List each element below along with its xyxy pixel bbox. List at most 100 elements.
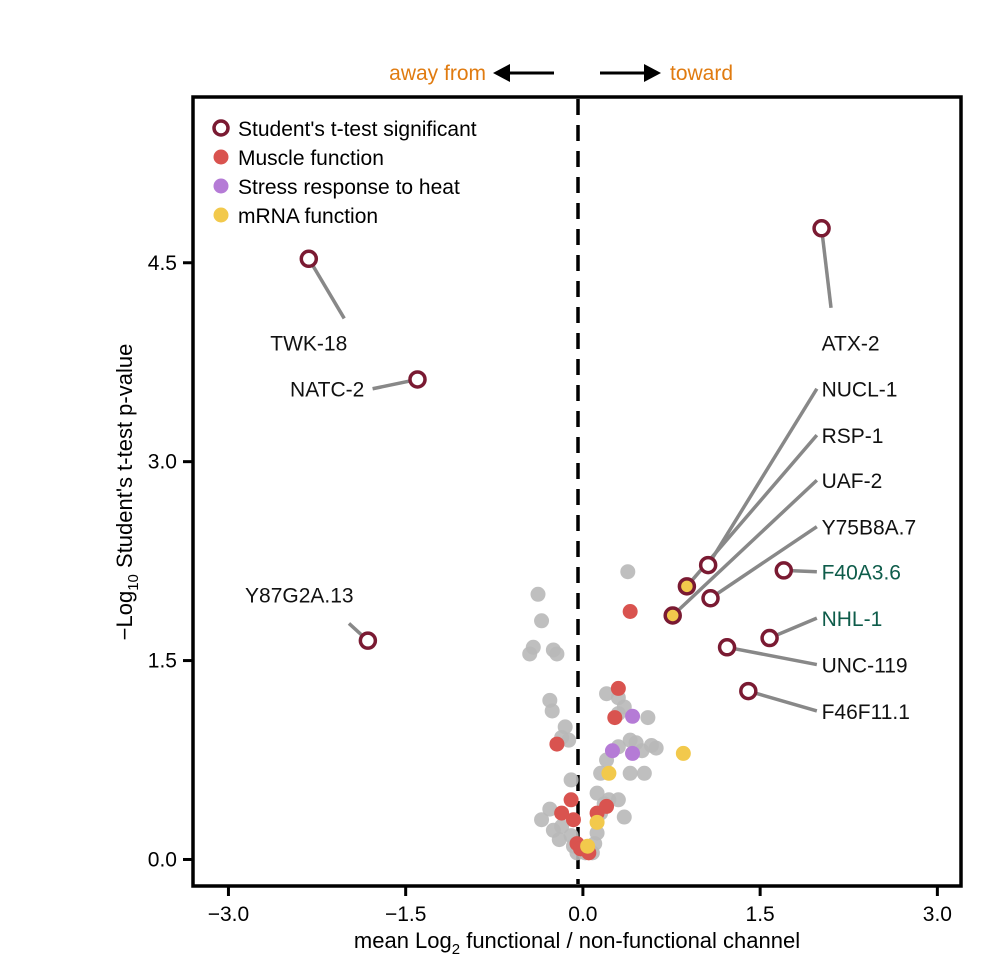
data-point-significant — [812, 219, 831, 238]
data-point-nonsignificant — [554, 818, 570, 834]
toward-label: toward — [670, 62, 733, 85]
data-point-muscle — [563, 792, 579, 808]
data-point-nonsignificant — [534, 613, 550, 629]
legend-label: mRNA function — [238, 205, 378, 228]
legend-marker-mrna — [213, 207, 229, 223]
data-point-mrna — [675, 745, 691, 761]
x-axis: −3.0 −1.5 0.0 1.5 3.0 — [208, 886, 952, 926]
leader-line — [706, 387, 819, 567]
data-point-nonsignificant — [616, 809, 632, 825]
y-axis-title: −Log10 Student's t-test p-value — [112, 344, 142, 641]
away-from-label: away from — [389, 62, 486, 85]
leader-line — [671, 478, 819, 617]
x-tick-label: 1.5 — [746, 903, 775, 926]
data-point-nonsignificant — [544, 703, 560, 719]
data-point-nonsignificant — [640, 710, 656, 726]
legend-marker-muscle — [213, 149, 229, 165]
data-point-significant — [774, 561, 794, 580]
y-axis: 0.0 1.5 3.0 4.5 — [148, 252, 193, 871]
legend-label: Muscle function — [238, 147, 384, 170]
protein-label: NHL-1 — [822, 608, 883, 631]
leader-line — [747, 689, 818, 713]
data-point-significant — [358, 631, 378, 650]
x-tick-label: 3.0 — [923, 903, 952, 926]
leader-line — [726, 645, 818, 667]
data-point-nonsignificant — [599, 686, 615, 702]
data-point-nonsignificant — [589, 785, 605, 801]
y-tick-label: 0.0 — [148, 848, 177, 871]
data-point-nonsignificant — [610, 792, 626, 808]
data-point-nonsignificant — [525, 639, 541, 655]
data-point-nonsignificant — [636, 765, 652, 781]
x-axis-title: mean Log2 functional / non-functional ch… — [354, 928, 800, 958]
data-point-mrna — [601, 765, 617, 781]
data-point-significant — [408, 370, 427, 389]
data-point-significant — [698, 555, 718, 575]
data-point-mrna — [580, 838, 596, 854]
data-point-significant — [739, 681, 758, 701]
data-point-nonsignificant — [549, 646, 565, 662]
protein-label: UNC-119 — [822, 655, 908, 678]
data-point-nonsignificant — [551, 832, 567, 848]
data-point-significant — [677, 577, 697, 596]
category-points — [549, 604, 691, 861]
significant-points — [299, 219, 831, 701]
data-point-muscle — [565, 812, 581, 828]
x-axis-title-post: functional / non-functional channel — [460, 928, 800, 953]
protein-label: ATX-2 — [822, 332, 880, 355]
data-point-stress — [604, 743, 620, 759]
data-point-nonsignificant — [534, 812, 550, 828]
x-axis-title-pre: mean Log — [354, 928, 452, 953]
leader-line — [819, 228, 833, 309]
protein-label: RSP-1 — [822, 425, 884, 448]
significant-labels: TWK-18 NATC-2 Y87G2A.13 ATX-2 NUCL-1 RSP-1 UAF… — [245, 332, 916, 724]
data-point-nonsignificant — [530, 586, 546, 602]
data-point-stress — [625, 708, 641, 724]
data-point-nonsignificant — [542, 801, 558, 817]
protein-label: UAF-2 — [822, 470, 883, 493]
plot-frame — [191, 95, 963, 888]
x-tick-label: 0.0 — [568, 903, 597, 926]
y-tick-label: 1.5 — [148, 650, 177, 673]
label-leader-lines — [307, 228, 833, 713]
data-point-muscle — [622, 604, 638, 620]
direction-annotation: away from toward — [389, 62, 733, 85]
data-point-nonsignificant — [589, 825, 605, 841]
data-point-significant — [701, 588, 720, 608]
protein-label: NUCL-1 — [822, 379, 898, 402]
data-point-significant — [299, 249, 319, 269]
right-arrow-icon — [644, 64, 661, 82]
data-point-muscle — [610, 680, 626, 696]
left-arrow-icon — [493, 64, 510, 82]
legend-label: Stress response to heat — [238, 176, 460, 199]
legend-label: Student's t-test significant — [238, 118, 477, 141]
y-tick-label: 4.5 — [148, 252, 177, 275]
data-point-nonsignificant — [620, 564, 636, 580]
protein-label: F46F11.1 — [822, 701, 910, 724]
protein-label: Y87G2A.13 — [245, 584, 354, 607]
data-point-significant — [717, 638, 737, 657]
data-point-nonsignificant — [563, 772, 579, 788]
protein-label: NATC-2 — [290, 379, 364, 402]
data-point-muscle — [549, 736, 565, 752]
x-axis-title-sub: 2 — [452, 941, 460, 958]
x-tick-label: −1.5 — [385, 903, 426, 926]
y-axis-title-pre: −Log — [112, 591, 137, 641]
data-point-muscle — [599, 798, 615, 814]
legend-marker-significant — [212, 119, 230, 137]
legend: Student's t-test significant Muscle funct… — [212, 118, 477, 228]
protein-label: TWK-18 — [270, 332, 347, 355]
protein-label: F40A3.6 — [822, 562, 901, 585]
y-axis-title-sub: 10 — [125, 574, 142, 591]
leader-line — [709, 525, 818, 600]
data-point-significant — [760, 628, 779, 648]
data-point-stress — [625, 745, 641, 761]
data-point-nonsignificant — [622, 765, 638, 781]
y-tick-label: 3.0 — [148, 451, 177, 474]
x-tick-label: −3.0 — [208, 903, 249, 926]
data-point-significant — [663, 606, 682, 625]
data-point-nonsignificant — [648, 740, 664, 756]
protein-label: Y75B8A.7 — [822, 517, 917, 540]
y-axis-title-post: Student's t-test p-value — [112, 344, 137, 574]
